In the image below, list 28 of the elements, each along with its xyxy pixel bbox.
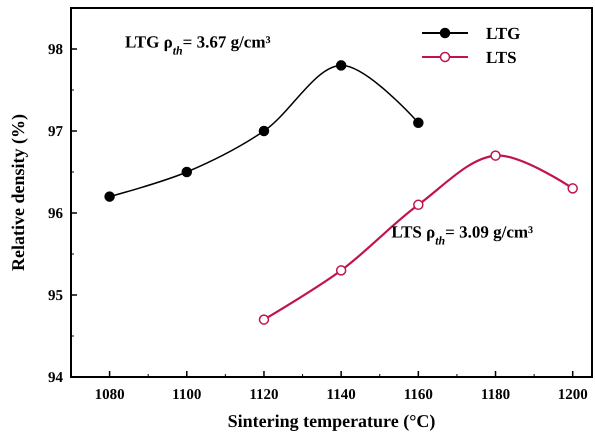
x-axis-title: Sintering temperature (°C)	[228, 411, 436, 431]
point	[104, 191, 115, 202]
annotation: LTG ρ$_{th}$= 3.67 g/cm³	[125, 32, 271, 58]
point	[413, 200, 424, 210]
point	[413, 118, 424, 128]
point	[258, 314, 270, 325]
point	[490, 150, 501, 161]
point	[567, 183, 578, 194]
point	[336, 60, 346, 71]
point	[336, 265, 346, 276]
y-tick-label: 95	[48, 288, 63, 304]
legend-label: LTS	[486, 48, 517, 67]
annotation: LTS ρ$_{th}$= 3.09 g/cm³	[391, 222, 534, 248]
x-tick-label: 1100	[172, 387, 202, 403]
x-tick-label: 1200	[558, 387, 588, 403]
y-tick-label: 97	[48, 124, 64, 140]
y-tick-label: 96	[48, 206, 64, 222]
legend-label: LTG	[486, 24, 520, 43]
point	[258, 126, 270, 136]
y-tick-label: 94	[48, 370, 64, 386]
x-tick-label: 1160	[404, 387, 433, 403]
x-tick-label: 1120	[249, 387, 279, 403]
x-tick-label: 1180	[480, 387, 510, 403]
x-tick-label: 1140	[326, 387, 356, 403]
point	[182, 166, 192, 178]
y-tick-label: 98	[48, 42, 63, 58]
y-axis-title: Relative density (%)	[8, 114, 28, 271]
x-tick-label: 1080	[94, 387, 125, 403]
